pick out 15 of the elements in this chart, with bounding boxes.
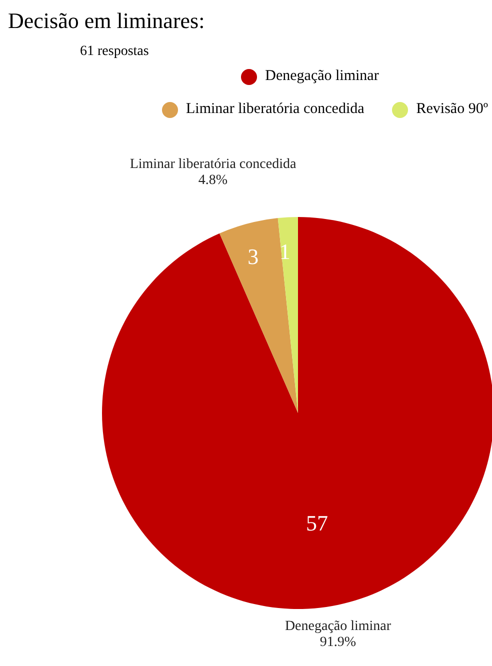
- pie-slice: [278, 217, 298, 413]
- data-label: 1: [279, 238, 290, 264]
- pie-slice: [220, 218, 298, 413]
- pie-slice: [102, 217, 492, 609]
- legend-label: Liminar liberatória concedida: [186, 101, 364, 118]
- text: 4.8%: [198, 173, 228, 188]
- legend-label: Denegação liminar: [265, 68, 379, 85]
- data-label: 3: [248, 244, 259, 269]
- data-label: 57: [306, 510, 328, 536]
- chart-subtitle: 61 respostas: [80, 44, 149, 60]
- slice-label: Denegação liminar: [284, 619, 392, 634]
- legend-label: Revisão 90º: [416, 101, 488, 118]
- slice-label: Liminar liberatória concedida: [130, 157, 297, 172]
- text: 91.9%: [320, 635, 356, 650]
- chart-title: Decisão em liminares:: [8, 8, 205, 34]
